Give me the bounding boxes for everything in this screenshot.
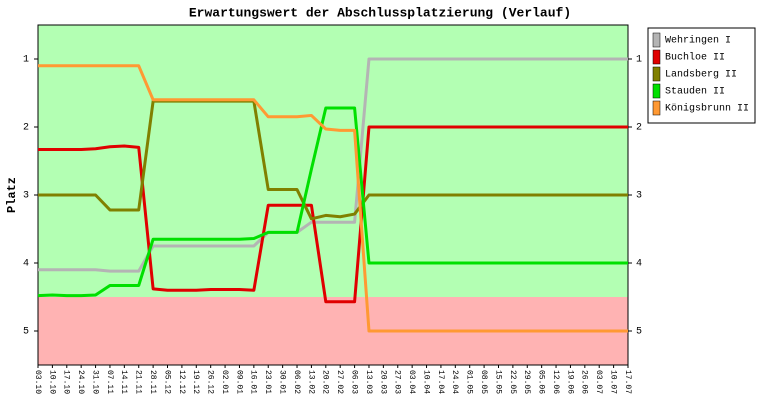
x-tick-label: 10.07 xyxy=(609,370,618,394)
x-tick-label: 12.06 xyxy=(551,370,560,394)
x-tick-label: 15.05 xyxy=(493,370,502,394)
y-tick-label: 4 xyxy=(23,259,29,270)
x-tick-label: 08.05 xyxy=(479,370,488,394)
x-tick-label: 06.02 xyxy=(292,370,301,394)
x-tick-label: 13.03 xyxy=(364,370,373,394)
x-tick-label: 17.04 xyxy=(436,370,445,394)
series-line xyxy=(38,57,628,273)
legend-label: Buchloe II xyxy=(665,52,725,64)
legend-box xyxy=(647,27,756,124)
series-line xyxy=(38,64,628,333)
x-tick-label: 21.11 xyxy=(134,370,143,394)
x-tick-label: 27.02 xyxy=(335,370,344,394)
series-line xyxy=(37,106,628,298)
x-tick-label: 10.10 xyxy=(47,370,56,394)
x-tick-label: 28.11 xyxy=(148,370,157,394)
y-tick-label: 1 xyxy=(23,55,29,66)
x-tick-label: 16.01 xyxy=(249,370,258,394)
y2-tick-label: 4 xyxy=(636,259,642,270)
y-tick-label: 3 xyxy=(23,191,29,202)
legend-swatch xyxy=(652,32,661,48)
series-line xyxy=(38,125,628,304)
x-tick-label: 20.02 xyxy=(321,370,330,394)
x-tick-label: 17.10 xyxy=(62,370,71,394)
x-tick-label: 05.06 xyxy=(537,370,546,394)
x-tick-label: 17.07 xyxy=(623,370,632,394)
y-tick-label: 2 xyxy=(23,123,29,134)
x-tick-label: 03.10 xyxy=(33,370,42,394)
x-tick-label: 24.10 xyxy=(76,370,85,394)
x-tick-label: 27.03 xyxy=(393,370,402,394)
legend-label: Wehringen I xyxy=(665,35,731,47)
x-tick-label: 13.02 xyxy=(306,370,315,394)
legend-label: Landsberg II xyxy=(665,69,737,81)
y2-tick-label: 1 xyxy=(636,55,642,66)
legend-swatch xyxy=(652,83,661,99)
y-axis-label: Platz xyxy=(5,177,19,213)
x-tick-label: 24.04 xyxy=(450,370,459,394)
x-tick-label: 31.10 xyxy=(90,370,99,394)
x-tick-label: 14.11 xyxy=(119,370,128,394)
x-tick-label: 29.05 xyxy=(522,370,531,394)
x-tick-label: 02.01 xyxy=(220,370,229,394)
x-tick-label: 03.04 xyxy=(407,370,416,394)
x-tick-label: 30.01 xyxy=(278,370,287,394)
series-line xyxy=(38,99,628,221)
chart-title: Erwartungswert der Abschlussplatzierung … xyxy=(189,5,571,20)
legend-label: Stauden II xyxy=(665,86,725,98)
legend-label: Königsbrunn II xyxy=(665,103,749,115)
x-tick-label: 05.12 xyxy=(162,370,171,394)
x-tick-label: 20.03 xyxy=(378,370,387,394)
x-tick-label: 26.12 xyxy=(206,370,215,394)
x-tick-label: 07.11 xyxy=(105,370,114,394)
background-band xyxy=(38,25,628,297)
legend-swatch xyxy=(652,49,661,65)
x-tick-label: 26.06 xyxy=(580,370,589,394)
legend-swatch xyxy=(652,66,661,82)
legend-swatch xyxy=(652,100,661,116)
y-tick-label: 5 xyxy=(23,327,29,338)
x-tick-label: 10.04 xyxy=(421,370,430,394)
x-tick-label: 12.12 xyxy=(177,370,186,394)
x-tick-label: 06.03 xyxy=(349,370,358,394)
x-tick-label: 03.07 xyxy=(594,370,603,394)
y2-tick-label: 5 xyxy=(636,327,642,338)
x-tick-label: 01.05 xyxy=(465,370,474,394)
x-tick-label: 19.06 xyxy=(565,370,574,394)
y2-tick-label: 3 xyxy=(636,191,642,202)
y2-tick-label: 2 xyxy=(636,123,642,134)
x-tick-label: 09.01 xyxy=(234,370,243,394)
x-tick-label: 19.12 xyxy=(191,370,200,394)
x-tick-label: 23.01 xyxy=(263,370,272,394)
x-tick-label: 22.05 xyxy=(508,370,517,394)
